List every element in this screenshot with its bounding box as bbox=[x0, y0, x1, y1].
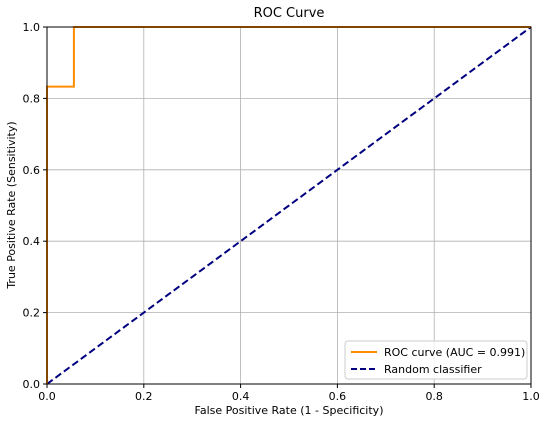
legend-label-random-classifier: Random classifier bbox=[384, 363, 482, 376]
legend: ROC curve (AUC = 0.991) Random classifie… bbox=[344, 340, 528, 380]
plot-frame bbox=[46, 26, 532, 385]
y-tick-label: 0.6 bbox=[23, 164, 41, 177]
y-axis-label: True Positive Rate (Sensitivity) bbox=[5, 121, 18, 289]
x-tick-label: 0.0 bbox=[38, 390, 56, 403]
x-axis-label: False Positive Rate (1 - Specificity) bbox=[195, 404, 384, 417]
random-classifier-line bbox=[46, 26, 532, 385]
y-tick-label: 0.2 bbox=[23, 307, 41, 320]
y-tick-label: 1.0 bbox=[23, 21, 41, 34]
y-tick-label: 0.4 bbox=[23, 235, 41, 248]
x-tick-label: 0.8 bbox=[425, 390, 443, 403]
legend-box bbox=[344, 340, 528, 380]
tick-layer: 0.0 0.2 0.4 0.6 0.8 1.0 0.0 0.2 0.4 0.6 0.8 1.0 bbox=[23, 21, 540, 403]
y-tick-label: 0.8 bbox=[23, 92, 41, 105]
x-tick-label: 1.0 bbox=[522, 390, 540, 403]
x-tick-label: 0.2 bbox=[135, 390, 153, 403]
series-layer bbox=[46, 26, 532, 385]
x-tick-label: 0.6 bbox=[329, 390, 347, 403]
legend-label-roc-curve: ROC curve (AUC = 0.991) bbox=[384, 346, 525, 359]
chart-title: ROC Curve bbox=[254, 6, 325, 21]
y-tick-label: 0.0 bbox=[23, 378, 41, 391]
x-tick-label: 0.4 bbox=[232, 390, 250, 403]
